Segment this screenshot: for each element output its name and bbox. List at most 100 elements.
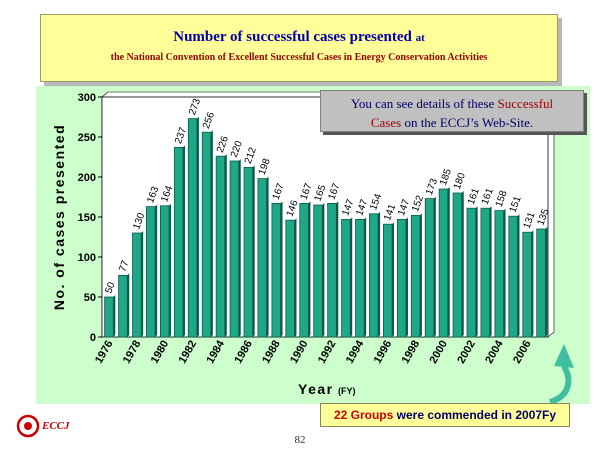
bar-side	[350, 217, 353, 337]
bar-side	[113, 295, 116, 337]
bar	[229, 160, 240, 338]
bar-side	[127, 273, 130, 337]
bar	[410, 214, 421, 338]
data-label: 164	[159, 184, 175, 204]
note-text: You can see details of these	[350, 96, 498, 111]
bar	[494, 210, 504, 338]
commended-groups-box: 22 Groups were commended in 2007Fy	[320, 403, 570, 427]
page-number: 82	[294, 434, 306, 446]
y-tick-label: 200	[78, 172, 96, 184]
bar-side	[378, 211, 381, 337]
chart-panel: 0 50 100 150 200 250 300 50 77 130 163 164 237 273 256…	[36, 86, 590, 404]
bar-side	[182, 145, 185, 337]
data-label: 77	[117, 259, 131, 274]
x-tick-label: 1980	[149, 339, 172, 366]
bar-side	[392, 222, 395, 337]
bar	[369, 213, 379, 338]
bar-side	[475, 206, 478, 337]
x-tick-label: 1986	[232, 339, 255, 366]
x-tick-label: 1978	[121, 339, 144, 366]
bar	[285, 219, 295, 338]
bar-side	[419, 213, 422, 337]
bar	[118, 274, 128, 338]
x-tick-label: 2002	[455, 339, 478, 366]
data-label: 147	[396, 198, 412, 218]
data-label: 152	[410, 194, 426, 214]
bar-side	[308, 201, 311, 337]
bar-side	[280, 201, 283, 337]
bar	[536, 228, 546, 338]
data-label: 237	[173, 126, 189, 146]
x-axis-unit: (FY)	[338, 386, 356, 396]
bar-side	[489, 206, 492, 337]
x-tick-label: 1992	[316, 339, 339, 366]
x-tick-label: 1982	[177, 339, 200, 366]
bar	[480, 207, 491, 338]
logo-text: ECCJ	[42, 420, 70, 432]
note-highlight-cases: Cases	[370, 115, 402, 130]
bar	[382, 223, 393, 338]
x-tick-label: 2004	[483, 338, 506, 366]
bar	[522, 231, 532, 338]
y-tick-label: 50	[84, 292, 96, 304]
bar-side	[531, 230, 534, 337]
bar	[132, 232, 142, 338]
chart-subtitle: the National Convention of Excellent Suc…	[110, 52, 488, 63]
bar-side	[252, 165, 255, 337]
bar-side	[461, 191, 464, 337]
data-label: 151	[508, 194, 524, 214]
x-tick-label: 1984	[204, 338, 227, 366]
bar	[396, 218, 407, 338]
y-tick-label: 300	[78, 92, 96, 104]
data-label: 167	[326, 182, 342, 202]
x-tick-label: 1976	[93, 339, 116, 366]
eccj-logo-icon	[16, 414, 40, 438]
bar-side	[364, 217, 367, 337]
y-tick-label: 0	[90, 332, 96, 344]
bar-side	[196, 116, 199, 337]
bar	[466, 207, 477, 338]
data-label: 161	[466, 186, 482, 206]
data-label: 226	[215, 134, 231, 154]
data-label: 212	[243, 146, 259, 166]
data-label: 146	[285, 198, 301, 218]
x-tick-label: 1988	[260, 339, 283, 366]
bar	[438, 188, 449, 338]
bar-side	[224, 154, 227, 337]
x-tick-label: 1994	[344, 338, 367, 366]
data-label: 154	[368, 192, 384, 212]
bar-side	[210, 130, 213, 337]
y-tick-label: 250	[78, 132, 96, 144]
data-label: 256	[201, 110, 217, 130]
groups-count: 22 Groups	[333, 408, 394, 422]
y-axis-title: No. of cases presented	[51, 124, 67, 310]
bar	[327, 203, 337, 338]
bar	[299, 203, 309, 338]
chart-title: Number of successful cases presented at	[173, 29, 425, 45]
bar-side	[503, 208, 506, 337]
bar	[243, 167, 254, 338]
title-at-text: at	[415, 32, 425, 44]
data-label: 131	[522, 210, 538, 230]
y-tick-label: 100	[78, 252, 96, 264]
data-label: 198	[257, 157, 273, 177]
curved-arrow-icon	[548, 344, 574, 405]
y-tick-label: 150	[78, 212, 96, 224]
data-label: 167	[271, 182, 287, 202]
bar-side	[405, 217, 408, 337]
bar-side	[141, 231, 144, 337]
bar-side	[294, 218, 297, 337]
bar	[341, 218, 351, 338]
title-box: Number of successful cases presented at …	[40, 14, 558, 82]
commended-text: were commended in 2007Fy	[393, 408, 557, 422]
note-highlight-successful: Successful	[497, 96, 554, 111]
data-label: 158	[494, 189, 510, 209]
bar-side	[155, 204, 158, 337]
data-label: 273	[187, 97, 203, 117]
bar-side	[433, 196, 436, 337]
data-label: 161	[480, 186, 496, 206]
bar	[159, 205, 170, 338]
bar-side	[336, 201, 339, 337]
bar	[271, 203, 281, 338]
bar-side	[517, 214, 520, 337]
